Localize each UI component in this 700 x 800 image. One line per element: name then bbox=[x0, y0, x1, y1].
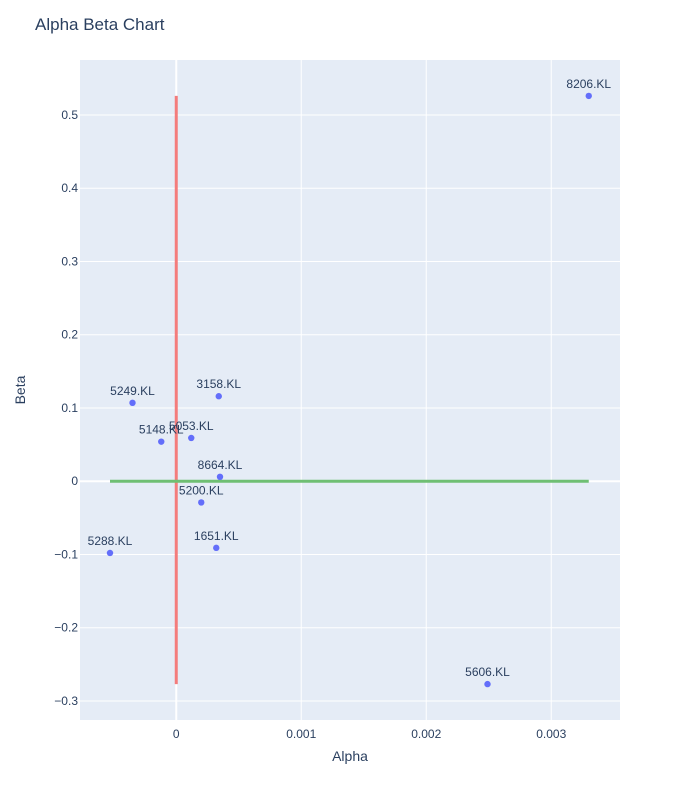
x-axis-title: Alpha bbox=[332, 748, 368, 764]
x-tick-label: 0.002 bbox=[411, 727, 441, 741]
data-point bbox=[188, 434, 195, 442]
data-point bbox=[158, 438, 165, 445]
y-tick-label: 0 bbox=[71, 474, 78, 488]
plot-area bbox=[80, 60, 620, 720]
data-point bbox=[585, 92, 592, 100]
data-point-label: 8664.KL bbox=[198, 458, 243, 472]
x-tick-label: 0.001 bbox=[286, 727, 316, 741]
y-tick-label: 0.2 bbox=[61, 328, 78, 342]
data-point bbox=[213, 544, 220, 552]
data-point-label: 3158.KL bbox=[196, 377, 241, 391]
data-point-label: 5288.KL bbox=[88, 534, 133, 548]
data-point-label: 1651.KL bbox=[194, 529, 239, 543]
tick-labels: 0 0.001 0.002 0.003 −0.3 −0.2 −0.1 0 0.1 0.2 0.3 0.… bbox=[54, 108, 566, 741]
data-point bbox=[484, 680, 491, 688]
data-point bbox=[106, 549, 114, 557]
y-tick-label: −0.1 bbox=[54, 547, 78, 561]
data-point-label: 5200.KL bbox=[179, 483, 224, 497]
y-tick-label: −0.3 bbox=[54, 694, 78, 708]
y-tick-label: 0.3 bbox=[61, 254, 78, 268]
data-point-label: 5249.KL bbox=[110, 384, 155, 398]
x-tick-label: 0.003 bbox=[536, 727, 566, 741]
data-point bbox=[198, 499, 205, 506]
chart-title: Alpha Beta Chart bbox=[35, 15, 165, 34]
data-point-label: 5148.KL bbox=[139, 423, 184, 437]
y-tick-label: −0.2 bbox=[54, 621, 78, 635]
data-point-label: 8206.KL bbox=[566, 77, 611, 91]
reference-lines bbox=[110, 95, 589, 685]
data-point bbox=[215, 393, 222, 400]
data-point-label: 5053.KL bbox=[169, 419, 214, 433]
y-tick-label: 0.5 bbox=[61, 108, 78, 122]
x-tick-label: 0 bbox=[173, 727, 180, 741]
data-point bbox=[129, 399, 136, 407]
y-tick-label: 0.4 bbox=[61, 181, 78, 195]
data-point bbox=[216, 473, 224, 481]
data-point-label: 5606.KL bbox=[465, 665, 510, 679]
y-axis-title: Beta bbox=[12, 375, 28, 404]
y-tick-label: 0.1 bbox=[61, 401, 78, 415]
